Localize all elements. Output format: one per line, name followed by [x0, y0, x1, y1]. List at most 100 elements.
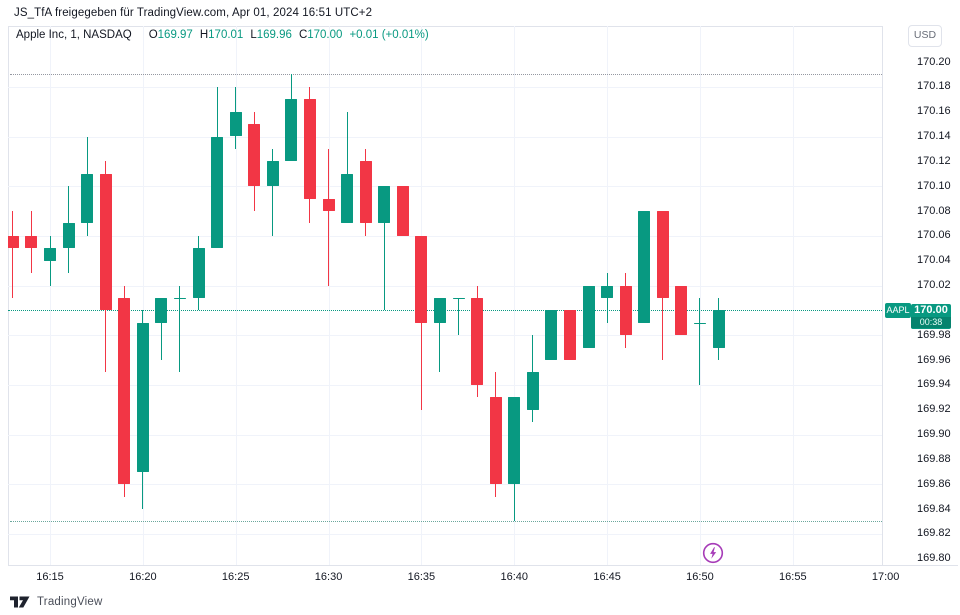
price-tick-label: 169.94: [917, 378, 951, 391]
time-gridline: [700, 26, 701, 565]
candle-16:13[interactable]: [8, 235, 19, 249]
tradingview-logo[interactable]: TradingView: [10, 594, 102, 610]
price-tick-label: 170.08: [917, 204, 951, 217]
candle-wick-16:45: [606, 273, 608, 323]
time-tick-label: 16:25: [221, 571, 250, 583]
symbol-title: Apple Inc, 1, NASDAQ: [16, 29, 132, 41]
price-gridline: [8, 136, 882, 138]
time-axis[interactable]: 16:15 16:20 16:25 16:30 16:35 16:40 16:45 16:50…: [8, 565, 958, 588]
candle-16:39[interactable]: [489, 397, 502, 485]
candle-16:44[interactable]: [582, 285, 595, 348]
candle-16:48[interactable]: [656, 211, 669, 298]
candle-16:42[interactable]: [545, 310, 558, 360]
candle-16:33[interactable]: [378, 186, 391, 224]
candle-16:19[interactable]: [118, 297, 131, 485]
candle-16:17[interactable]: [81, 173, 94, 224]
last-price-value: 170.00: [914, 303, 948, 316]
candle-16:31[interactable]: [341, 173, 354, 224]
currency-button[interactable]: USD: [908, 25, 942, 47]
price-tick-label: 169.84: [917, 502, 951, 515]
candle-wick-16:31: [346, 111, 348, 224]
candle-wick-16:35: [420, 235, 422, 410]
candle-16:35[interactable]: [415, 235, 428, 323]
candle-16:45[interactable]: [601, 285, 614, 298]
candle-16:20[interactable]: [136, 322, 149, 472]
candle-16:24[interactable]: [211, 136, 224, 249]
chart-plot-area[interactable]: [8, 26, 882, 565]
price-tick-label: 169.98: [917, 328, 951, 341]
price-gridline: [8, 285, 882, 287]
candle-16:27[interactable]: [266, 161, 279, 187]
price-tick-label: 170.12: [917, 154, 951, 167]
watermark-text: JS_TfA freigegeben für TradingView.com, …: [14, 7, 373, 19]
candle-wick-16:33: [383, 186, 385, 311]
candle-wick-16:37: [458, 297, 460, 336]
price-tick-label: 169.96: [917, 353, 951, 366]
candle-16:47[interactable]: [638, 211, 651, 323]
candle-16:34[interactable]: [396, 186, 409, 236]
candle-wick-16:22: [179, 285, 181, 373]
candle-16:41[interactable]: [526, 372, 539, 410]
candle-16:32[interactable]: [359, 161, 372, 224]
candle-wick-16:21: [160, 297, 162, 360]
candle-16:14[interactable]: [25, 235, 38, 249]
candle-16:28[interactable]: [285, 99, 298, 162]
tradingview-logo-text: TradingView: [37, 596, 103, 608]
candle-wick-16:27: [272, 148, 274, 236]
session-high-line: [10, 74, 882, 76]
candle-16:51[interactable]: [712, 310, 725, 348]
candle-16:22[interactable]: [173, 297, 186, 300]
time-gridline: [236, 26, 237, 565]
candle-16:23[interactable]: [192, 248, 205, 298]
price-tick-label: 169.86: [917, 477, 951, 490]
time-tick-label: 16:20: [129, 571, 157, 583]
candle-16:29[interactable]: [303, 99, 316, 199]
candle-wick-16:15: [49, 235, 51, 286]
price-tick-label: 170.04: [917, 254, 951, 267]
high-label: H: [199, 29, 209, 41]
price-gridline: [8, 434, 882, 436]
candle-wick-16:30: [328, 148, 330, 286]
price-tick-label: 169.82: [917, 527, 951, 540]
candle-16:49[interactable]: [675, 285, 688, 336]
candle-16:36[interactable]: [433, 297, 446, 323]
price-tick-label: 170.06: [917, 229, 951, 242]
low-label: L: [250, 29, 257, 41]
candle-16:50[interactable]: [693, 322, 706, 325]
time-tick-label: 16:35: [407, 571, 436, 583]
time-gridline: [514, 26, 515, 565]
candle-16:40[interactable]: [508, 397, 521, 485]
candle-16:46[interactable]: [619, 285, 632, 336]
close-value: 170.00: [307, 29, 343, 41]
price-gridline: [8, 86, 882, 88]
candle-16:37[interactable]: [452, 297, 465, 300]
candle-16:43[interactable]: [563, 310, 576, 360]
time-tick-label: 17:00: [871, 571, 900, 583]
tradingview-logo-icon: [10, 596, 30, 607]
time-tick-label: 16:30: [314, 571, 343, 583]
price-tick-label: 170.14: [917, 130, 951, 142]
price-gridline: [8, 235, 882, 237]
price-tick-label: 169.80: [917, 552, 951, 565]
candle-wick-16:13: [12, 211, 14, 298]
high-value: 170.01: [208, 29, 244, 41]
candle-16:25[interactable]: [229, 111, 242, 137]
candle-16:30[interactable]: [322, 198, 335, 211]
price-axis[interactable]: AAPL 170.00 00:38 170.20 170.18 170.16 170.…: [882, 26, 958, 565]
candle-16:16[interactable]: [62, 223, 75, 249]
candle-16:38[interactable]: [471, 297, 484, 385]
open-label: O: [148, 29, 158, 41]
price-tick-label: 170.02: [917, 279, 951, 291]
price-gridline: [8, 384, 882, 386]
candle-16:21[interactable]: [155, 297, 168, 323]
change-value: +0.01 (+0.01%): [349, 29, 429, 41]
candle-16:18[interactable]: [99, 173, 112, 311]
time-gridline: [143, 26, 144, 565]
ticker-price-tag: AAPL: [885, 303, 911, 319]
candle-16:26[interactable]: [248, 124, 261, 187]
price-gridline: [8, 484, 882, 486]
instant-trading-lightning-icon[interactable]: [702, 542, 724, 564]
time-tick-label: 16:50: [686, 571, 714, 583]
candle-16:15[interactable]: [44, 248, 56, 261]
